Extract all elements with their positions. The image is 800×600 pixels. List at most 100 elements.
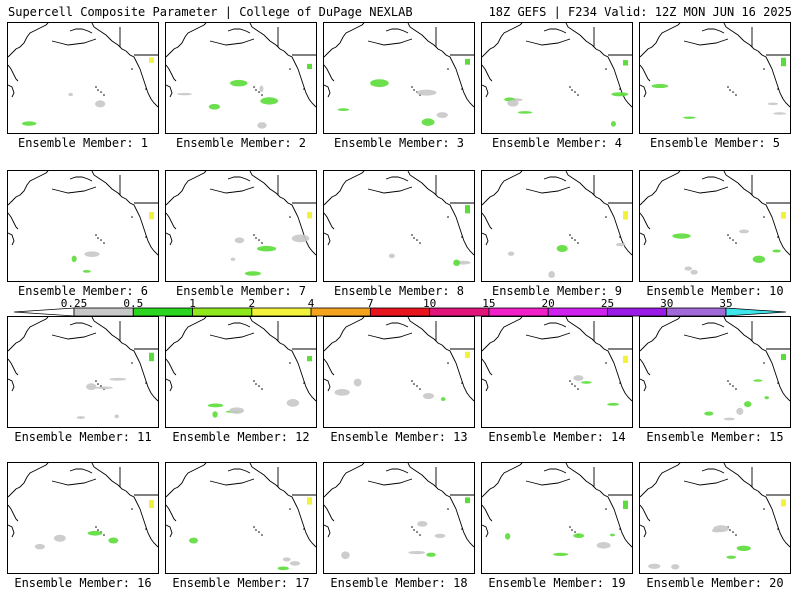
parameter-shading — [244, 271, 261, 276]
parameter-shading — [417, 520, 428, 527]
ensemble-map-panel[interactable] — [639, 170, 791, 282]
ensemble-map-panel[interactable] — [481, 22, 633, 134]
map-canvas — [8, 23, 158, 126]
parameter-shading — [623, 500, 628, 509]
ensemble-map-panel[interactable] — [165, 22, 317, 134]
parameter-shading — [277, 566, 289, 571]
legend-swatch — [369, 307, 431, 317]
coastline — [283, 198, 316, 256]
island — [777, 236, 779, 238]
coastline — [8, 378, 15, 392]
panel-label: Ensemble Member: 9 — [491, 284, 623, 298]
legend-tick-label: 35 — [719, 298, 732, 310]
parameter-shading — [596, 542, 611, 549]
ensemble-map-panel[interactable] — [7, 22, 159, 134]
parameter-shading — [504, 533, 511, 540]
ensemble-map-panel[interactable] — [481, 462, 633, 574]
parameter-shading — [421, 118, 435, 126]
coastline — [227, 176, 251, 182]
coastline — [8, 317, 49, 352]
ensemble-map-panel[interactable] — [639, 316, 791, 428]
parameter-shading — [68, 92, 73, 97]
legend-swatch — [310, 307, 371, 317]
panel-label: Ensemble Member: 7 — [175, 284, 307, 298]
parameter-shading — [610, 120, 616, 127]
parameter-shading — [353, 378, 362, 387]
island — [447, 508, 449, 510]
parameter-shading — [507, 251, 515, 256]
coastline — [8, 212, 19, 230]
coastline — [701, 176, 725, 182]
island — [289, 216, 291, 218]
island — [103, 534, 105, 536]
island — [729, 237, 731, 239]
coastline — [640, 212, 651, 230]
ensemble-map-panel[interactable] — [7, 170, 159, 282]
ensemble-map-panel[interactable] — [165, 170, 317, 282]
coastline — [525, 186, 571, 194]
ensemble-map-panel[interactable] — [323, 22, 475, 134]
coastline — [166, 232, 173, 246]
coastline — [683, 38, 729, 46]
ensemble-map-panel[interactable] — [165, 316, 317, 428]
parameter-shading — [611, 92, 629, 97]
parameter-shading — [607, 402, 620, 406]
parameter-shading — [465, 205, 470, 214]
island — [253, 86, 255, 88]
island — [727, 234, 729, 236]
ensemble-map-panel[interactable] — [7, 316, 159, 428]
parameter-shading — [21, 121, 37, 126]
ensemble-map-panel[interactable] — [481, 316, 633, 428]
coastline — [249, 171, 285, 200]
panel-label: Ensemble Member: 10 — [646, 284, 784, 298]
island — [261, 242, 263, 244]
coastline — [209, 478, 255, 486]
parameter-shading — [753, 379, 763, 382]
legend-tick-label: 30 — [660, 298, 673, 310]
parameter-shading — [289, 561, 301, 566]
island — [416, 531, 418, 533]
map-canvas — [324, 463, 474, 560]
panel-label: Ensemble Member: 5 — [649, 136, 781, 150]
coastline — [482, 463, 523, 498]
parameter-shading — [767, 102, 779, 106]
ensemble-map-panel[interactable] — [323, 462, 475, 574]
coastline — [525, 478, 571, 486]
ensemble-map-panel[interactable] — [481, 170, 633, 282]
coastline — [482, 232, 489, 246]
ensemble-map-panel[interactable] — [639, 462, 791, 574]
parameter-shading — [114, 414, 119, 419]
parameter-shading — [573, 533, 585, 539]
ensemble-map-panel[interactable] — [165, 462, 317, 574]
legend-tick-label: 0.25 — [61, 298, 88, 310]
parameter-shading — [260, 97, 279, 105]
island — [95, 86, 97, 88]
island — [413, 529, 415, 531]
island — [419, 534, 421, 536]
island — [763, 68, 765, 70]
panel-label: Ensemble Member: 8 — [333, 284, 465, 298]
island — [447, 362, 449, 364]
ensemble-map-panel[interactable] — [7, 462, 159, 574]
legend-tick-label: 4 — [308, 298, 315, 310]
parameter-shading — [615, 243, 626, 247]
island — [571, 529, 573, 531]
legend-tick-label: 15 — [482, 298, 495, 310]
coastline — [701, 28, 725, 34]
ensemble-map-panel[interactable] — [323, 170, 475, 282]
island — [574, 91, 576, 93]
island — [289, 508, 291, 510]
ensemble-map-panel[interactable] — [639, 22, 791, 134]
island — [145, 236, 147, 238]
coastline — [69, 468, 93, 474]
map-canvas — [640, 317, 790, 421]
coastline — [482, 64, 493, 82]
ensemble-map-panel[interactable] — [323, 316, 475, 428]
coastline — [91, 463, 127, 492]
island — [131, 216, 133, 218]
island — [727, 380, 729, 382]
coastline — [8, 64, 19, 82]
island — [258, 385, 260, 387]
island — [413, 383, 415, 385]
parameter-shading — [259, 85, 264, 93]
